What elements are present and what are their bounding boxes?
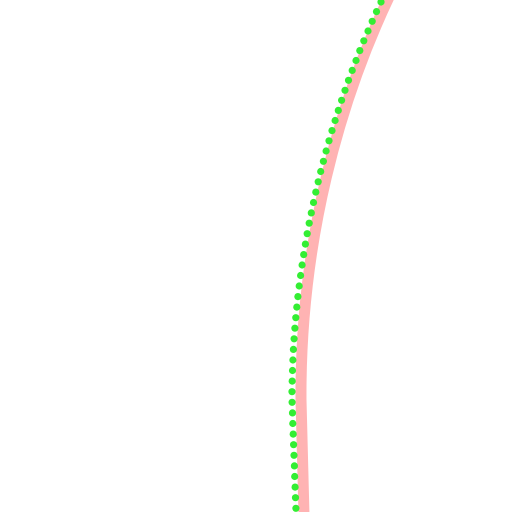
- green-dot: [364, 27, 372, 35]
- green-dot: [298, 261, 306, 269]
- green-dot: [360, 37, 368, 45]
- green-dot: [305, 219, 313, 227]
- green-dot: [291, 483, 299, 491]
- green-dot: [295, 282, 303, 290]
- green-dot: [334, 106, 342, 114]
- green-dot: [288, 409, 297, 417]
- green-dot: [368, 17, 376, 25]
- green-dot: [290, 335, 298, 343]
- green-dot: [319, 157, 327, 165]
- green-dot: [288, 388, 296, 396]
- green-dot: [341, 86, 349, 94]
- green-dot: [289, 345, 297, 353]
- green-dot: [289, 430, 297, 438]
- green-dot: [348, 66, 356, 74]
- green-dot: [289, 356, 297, 364]
- green-dot: [297, 271, 305, 280]
- green-dot: [328, 127, 336, 135]
- green-dot: [291, 324, 299, 332]
- green-dot: [352, 56, 360, 65]
- green-dot: [288, 398, 296, 406]
- green-dot: [290, 441, 298, 449]
- green-dot: [288, 377, 296, 385]
- green-dot: [290, 462, 298, 470]
- green-dot: [314, 178, 322, 186]
- green-dot: [289, 419, 297, 428]
- green-dot: [303, 230, 311, 238]
- green-dot: [291, 472, 299, 481]
- pink-band-curve: [295, 0, 394, 512]
- green-dot: [338, 96, 346, 104]
- green-dot: [300, 251, 308, 259]
- green-dot: [322, 147, 330, 155]
- green-dot: [372, 8, 381, 16]
- green-dot: [292, 314, 300, 322]
- green-dot: [344, 76, 353, 84]
- green-dot: [317, 167, 325, 176]
- green-dot: [307, 209, 315, 217]
- green-dot: [288, 366, 297, 375]
- green-dotted-curve: [288, 0, 385, 512]
- green-dot: [312, 188, 320, 196]
- green-dot: [331, 116, 339, 125]
- green-dot: [377, 0, 385, 6]
- green-dot: [309, 198, 318, 207]
- green-dot: [293, 303, 301, 311]
- green-dot: [291, 494, 300, 502]
- green-dot: [301, 240, 309, 248]
- green-dot: [294, 293, 302, 301]
- green-dot: [290, 451, 298, 459]
- green-dot: [356, 47, 364, 55]
- green-dot: [325, 137, 333, 145]
- green-dot: [292, 504, 300, 512]
